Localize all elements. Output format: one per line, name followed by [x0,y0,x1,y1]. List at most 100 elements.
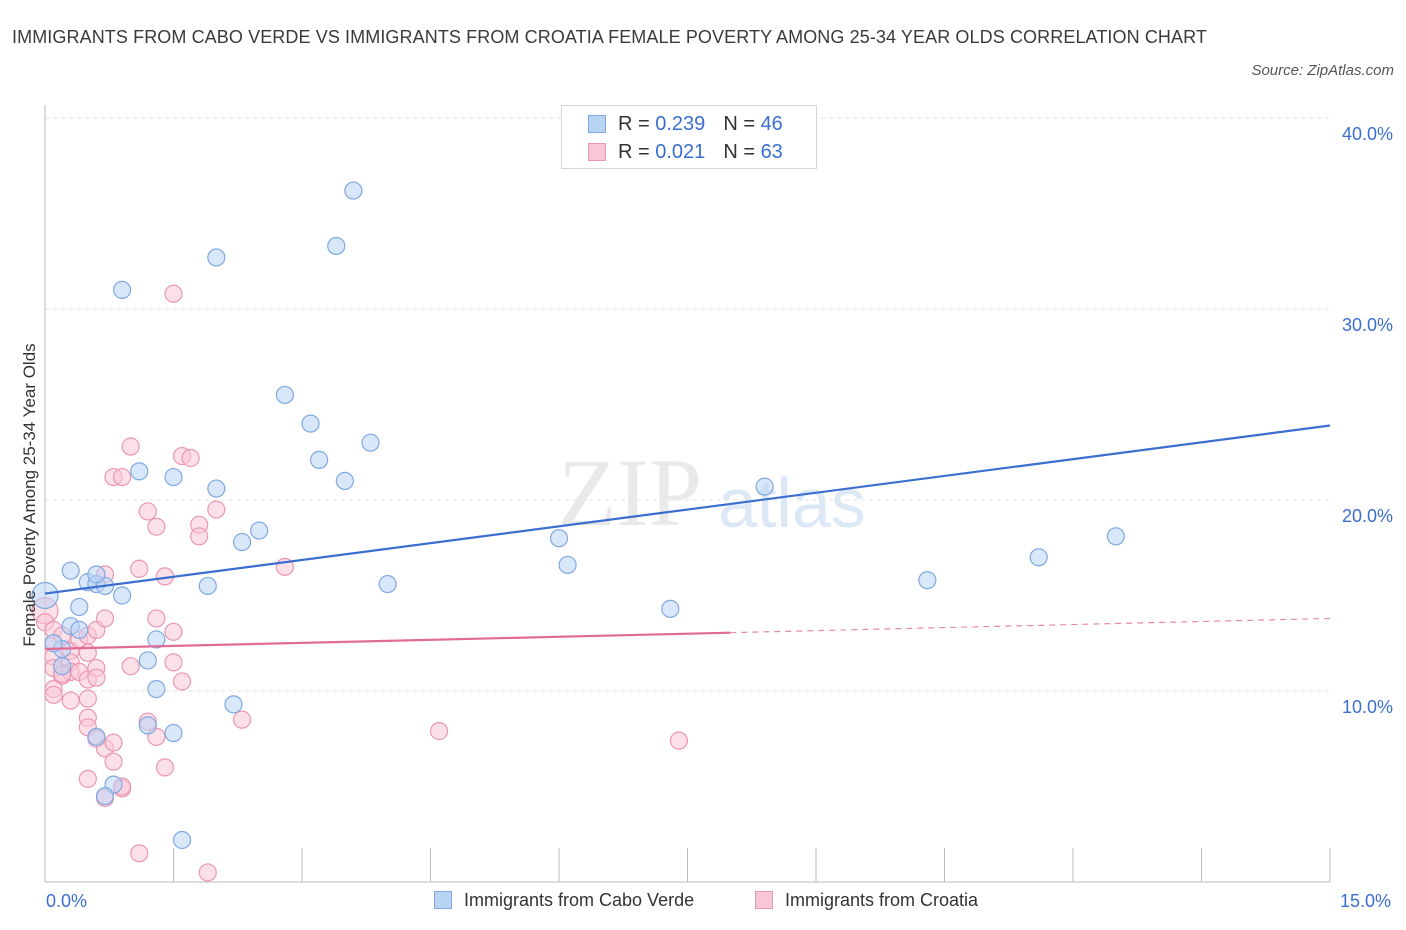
point-cabo-verde-42 [1106,527,1125,546]
legend-label: Immigrants from Croatia [785,890,979,910]
r-label: R = [618,113,656,135]
point-cabo-verde-33 [95,786,115,806]
watermark-zip: ZIP [558,439,702,546]
point-croatia-49 [207,500,226,519]
y-axis-label: Female Poverty Among 25-34 Year Olds [20,343,39,647]
point-croatia-54 [121,657,140,676]
point-croatia-31 [95,609,115,628]
stats-row-cabo-verde: R = 0.239 N = 46 [588,112,783,136]
legend-item-cabo-verde[interactable]: Immigrants from Cabo Verde [434,890,694,911]
point-cabo-verde-20 [335,471,354,490]
point-cabo-verde-12 [207,248,226,267]
source-label: Source: ZipAtlas.com [1251,62,1394,79]
point-croatia-35 [121,437,140,456]
point-croatia-37 [138,502,157,521]
point-cabo-verde-1 [61,561,80,580]
point-cabo-verde-24 [112,586,132,605]
point-cabo-verde-25 [147,630,166,649]
trend-lines [44,424,1331,651]
legend-item-croatia[interactable]: Immigrants from Croatia [755,890,978,911]
point-croatia-28 [78,769,97,788]
point-croatia-43 [172,672,192,691]
stats-legend: R = 0.239 N = 46 R = 0.021 N = 63 [561,105,817,169]
point-croatia-48 [198,863,217,882]
trend-croatia-solid [44,631,731,651]
legend-label: Immigrants from Cabo Verde [464,890,695,910]
x-tick-label-max: 15.0% [1340,891,1392,911]
point-cabo-verde-13 [207,479,226,498]
point-cabo-verde-21 [344,181,363,200]
point-croatia-50 [232,710,252,729]
point-croatia-34 [112,467,132,487]
point-cabo-verde-18 [310,450,329,469]
point-cabo-verde-29 [164,723,183,743]
point-croatia-45 [181,448,200,468]
grid-lines [45,117,1330,692]
point-cabo-verde-44 [53,657,72,676]
point-cabo-verde-0 [31,581,59,610]
y-tick-label-3: 40.0% [1341,124,1393,144]
trend-cabo-verde-solid [44,424,1331,595]
point-cabo-verde-23 [378,574,397,594]
legend-swatch-blue [588,115,606,133]
point-croatia-36 [130,559,149,578]
chart-title: IMMIGRANTS FROM CABO VERDE VS IMMIGRANTS… [12,27,1207,47]
point-croatia-42 [164,653,183,672]
r-value: 0.239 [655,113,706,135]
point-cabo-verde-19 [327,236,346,256]
point-cabo-verde-28 [138,716,157,735]
n-label: N = [723,113,761,135]
point-cabo-verde-38 [661,599,680,618]
legend-swatch-blue [434,891,452,909]
point-cabo-verde-39 [755,477,774,496]
point-croatia-41 [164,622,183,641]
watermark: ZIP atlas [558,439,866,546]
point-cabo-verde-40 [918,571,937,590]
point-cabo-verde-26 [138,651,157,670]
point-croatia-47 [190,527,209,546]
point-cabo-verde-34 [172,830,192,850]
n-label: N = [723,141,761,163]
y-tick-label-0: 10.0% [1341,697,1393,717]
point-croatia-8 [44,685,63,704]
point-croatia-58 [669,731,689,750]
point-cabo-verde-6 [70,597,89,617]
y-tick-label-2: 30.0% [1341,315,1393,335]
legend-swatch-pink [588,143,606,161]
point-cabo-verde-9 [112,280,132,299]
point-cabo-verde-35 [198,576,217,596]
point-cabo-verde-43 [44,634,63,653]
point-cabo-verde-11 [164,467,183,487]
point-croatia-40 [147,609,166,628]
stats-row-croatia: R = 0.021 N = 63 [588,140,783,164]
point-croatia-27 [104,752,123,771]
trend-croatia-dashed [730,617,1331,634]
axes [44,105,1331,883]
point-croatia-59 [61,691,80,710]
point-cabo-verde-27 [147,679,166,699]
point-cabo-verde-36 [549,529,569,548]
point-cabo-verde-31 [87,727,106,746]
point-cabo-verde-30 [224,695,243,714]
point-cabo-verde-41 [1029,548,1048,567]
r-label: R = [618,141,656,163]
point-cabo-verde-37 [558,555,577,575]
legend-swatch-pink [755,891,773,909]
point-croatia-26 [104,733,123,752]
point-croatia-21 [78,689,97,708]
point-croatia-61 [130,844,149,863]
point-cabo-verde-14 [232,532,252,552]
n-value: 46 [760,113,783,135]
point-cabo-verde-10 [130,462,149,481]
n-value: 63 [760,141,783,163]
point-cabo-verde-22 [361,433,380,452]
x-tick-label-min: 0.0% [46,891,88,911]
series-legend: Immigrants from Cabo Verde Immigrants fr… [0,888,1406,916]
point-cabo-verde-15 [250,521,269,540]
point-croatia-52 [155,758,175,777]
point-croatia-20 [87,668,106,687]
point-croatia-38 [147,517,166,536]
point-croatia-51 [164,284,183,303]
point-cabo-verde-17 [301,414,320,433]
